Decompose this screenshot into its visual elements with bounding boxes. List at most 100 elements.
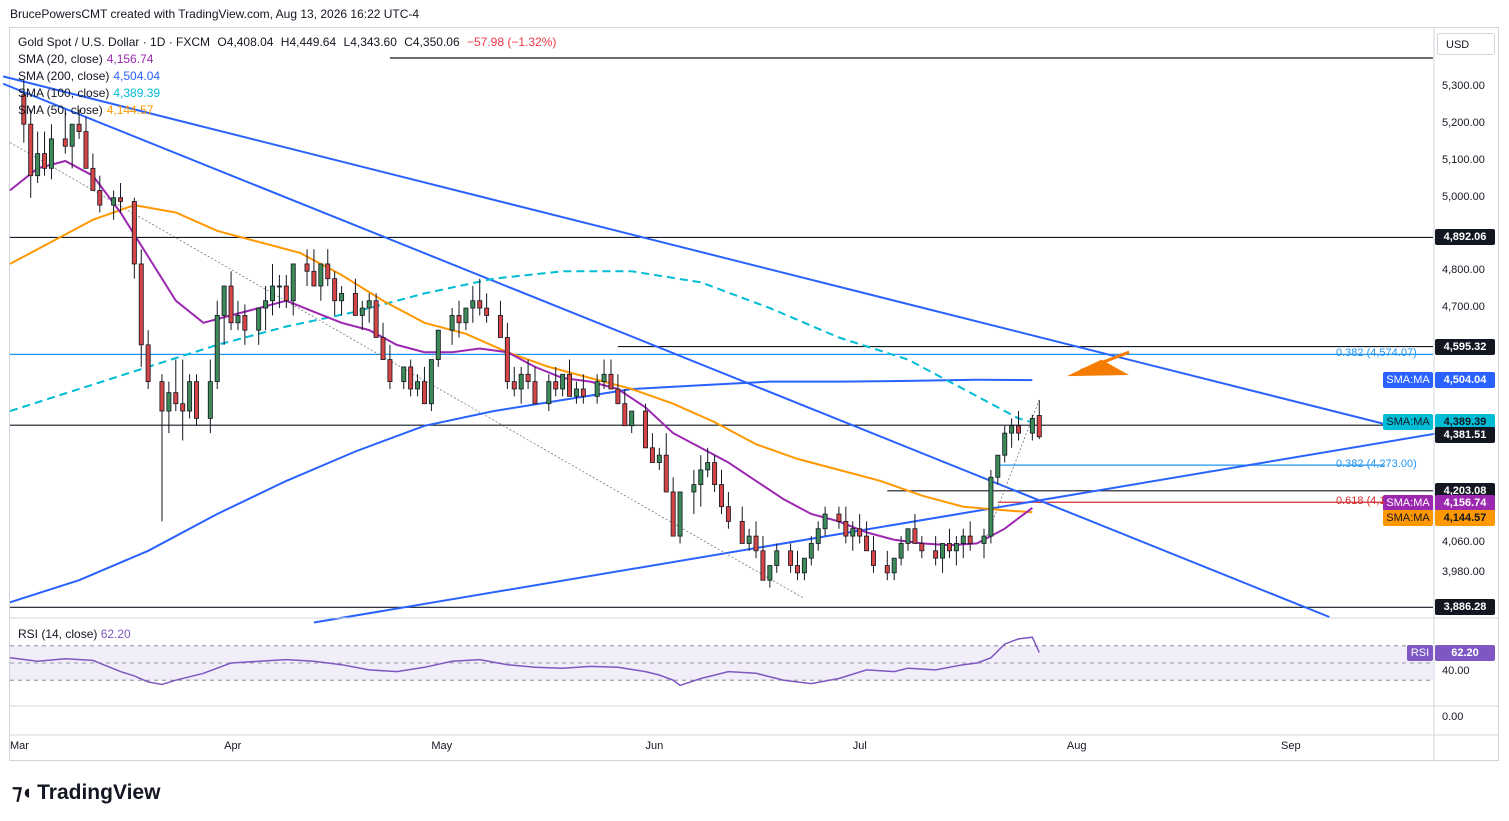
candle [435,329,441,367]
candle-body [83,131,89,169]
candle-body [497,315,503,338]
candle [207,359,213,434]
tradingview-logo[interactable]: ⁊◖ TradingView [12,780,161,805]
candle-body [332,278,338,302]
y-tick-label: 4,800.00 [1442,264,1485,277]
candle-body [864,535,870,552]
rsi-legend[interactable]: RSI (14, close) 62.20 [18,627,131,641]
candle [567,359,573,397]
price-axis-label: 3,886.28 [1435,599,1495,616]
candle [933,536,939,566]
ma-tag-label: SMA:MA [1383,510,1433,527]
candle [62,109,68,154]
candle-body [1002,432,1008,456]
candle-body [594,381,600,397]
candle [981,528,987,559]
candle [118,183,123,213]
candle [194,374,199,426]
fib-level-label: 0.382 (4,574.07) [1336,347,1417,360]
candle [401,366,407,389]
candle [663,433,669,493]
candle-body [567,373,573,397]
candle-body [870,550,876,566]
candle [746,528,752,551]
candle-body [339,292,345,302]
y-tick-label: 5,000.00 [1442,190,1485,203]
candle [719,469,724,515]
candle [290,263,296,316]
candle-body [677,491,683,537]
currency-selector[interactable]: USD [1437,33,1495,55]
candle [580,374,586,404]
candle-body [1029,418,1035,434]
candle [1029,414,1035,441]
candle-body [28,123,34,177]
candle-body [373,300,379,338]
candle [546,374,552,412]
dotted-trend-line [9,142,805,599]
candle-body [912,528,918,544]
candle [304,249,310,287]
candle [815,521,821,551]
candle [760,536,766,581]
candle [477,278,483,316]
candle [48,124,54,180]
candle-body [891,557,897,574]
candle [456,300,462,338]
candle-body [760,550,766,581]
candle [256,307,262,345]
candle-body [463,307,469,324]
fib-level-label: 0.382 (4,273.00) [1336,458,1417,471]
tradingview-logo-icon: ⁊◖ [12,781,33,804]
ohlc-high: H4,449.64 [280,35,337,49]
candle-body [580,388,586,397]
candle-body [180,403,186,412]
candle [884,550,890,581]
candle-body [21,94,27,125]
candle [788,543,794,573]
candle-body [366,300,372,309]
ohlc-change: −57.98 (−1.32%) [466,35,557,49]
candle [698,455,704,507]
candle [325,249,331,287]
candle [864,521,870,552]
candle-body [795,565,800,574]
candle [76,109,82,139]
candle-body [746,535,752,544]
legend-sma20[interactable]: SMA (20, close) 4,156.74 [18,52,154,66]
candle-body [629,410,635,427]
candle-body [698,469,704,486]
candle [228,271,234,331]
candle-body [981,535,987,544]
candle [795,550,800,581]
candle-body [69,123,75,147]
candle [221,285,227,345]
candle-body [808,543,814,559]
legend-sma100[interactable]: SMA (100, close) 4,389.39 [18,86,161,100]
candle-body [97,189,103,206]
y-tick-label: 4,700.00 [1442,301,1485,314]
candle-body [359,307,365,316]
candle-body [774,550,780,566]
candle-body [304,263,310,272]
candle-body [352,292,358,316]
candle-body [719,484,724,508]
candle [387,344,393,389]
candle [850,521,856,551]
candle-body [656,454,662,463]
candle-body [449,315,455,331]
legend-sma200[interactable]: SMA (200, close) 4,504.04 [18,69,161,83]
candle-body [173,392,179,405]
chart-credit: BrucePowersCMT created with TradingView.… [10,7,420,21]
candle [380,322,386,360]
candle [235,300,241,331]
legend-sma50[interactable]: SMA (50, close) 4,144.57 [18,103,154,117]
candle [449,308,455,345]
candle [753,521,759,559]
candle [470,286,476,323]
price-axis-label: 4,156.74 [1435,494,1495,511]
candle [532,366,538,405]
candle [553,366,559,397]
candle-body [940,543,946,559]
